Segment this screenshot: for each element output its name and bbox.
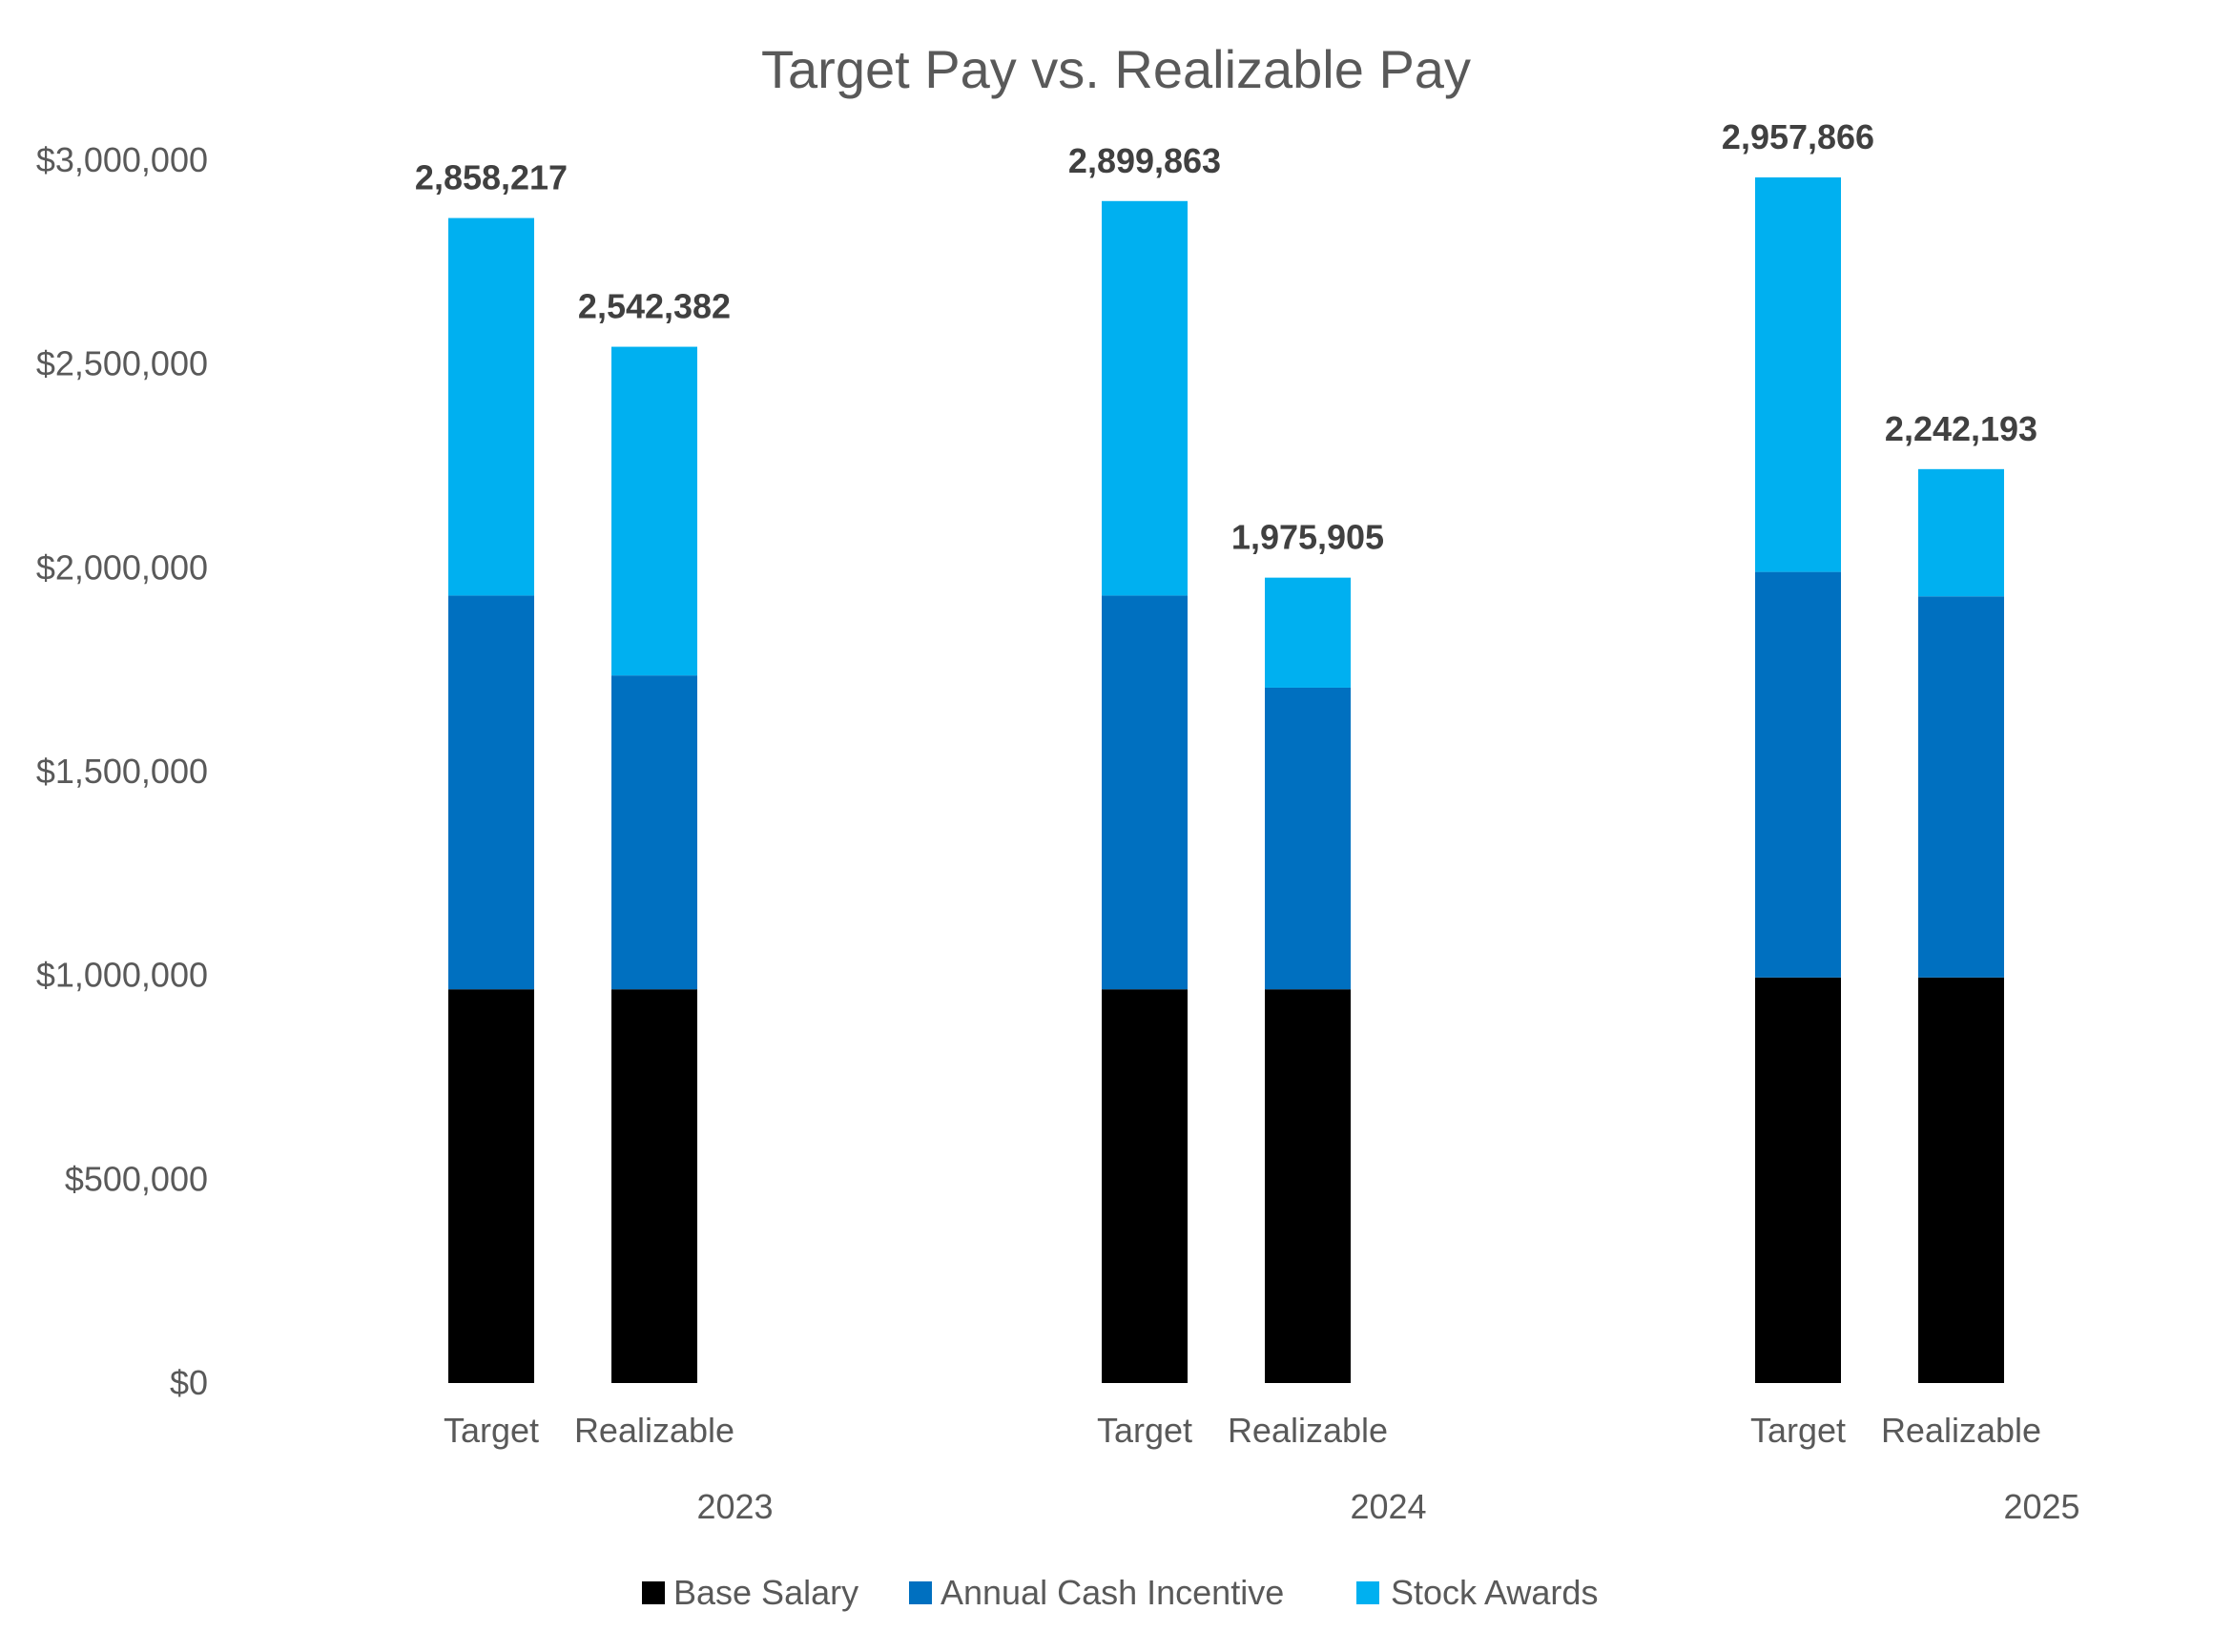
bar-segment-stock-awards	[1102, 200, 1188, 596]
total-data-label: 2,957,866	[1722, 117, 1874, 156]
x-tick-label: Target	[1750, 1411, 1846, 1450]
legend-swatch	[642, 1581, 665, 1604]
legend-swatch	[1356, 1581, 1379, 1604]
y-tick-label: $2,000,000	[36, 547, 208, 587]
legend-label: Stock Awards	[1391, 1573, 1598, 1612]
bars: 2,858,217 2,542,382 2,899,863 1,975,905 2,95…	[415, 117, 2037, 1383]
legend: Base Salary Annual Cash Incentive Stock Aw…	[642, 1573, 1598, 1612]
bar-segment-annual-cash-incentive	[1265, 687, 1351, 990]
x-axis: Target Realizable 2023 Target Realizable 2024…	[444, 1411, 2080, 1526]
y-tick-label: $1,000,000	[36, 956, 208, 995]
bar-segment-base-salary	[1265, 989, 1351, 1383]
y-tick-label: $2,500,000	[36, 344, 208, 383]
y-tick-label: $1,500,000	[36, 752, 208, 791]
bar-segment-annual-cash-incentive	[1102, 595, 1188, 990]
total-data-label: 2,899,863	[1068, 141, 1221, 180]
bar-segment-annual-cash-incentive	[448, 595, 534, 990]
bar-segment-annual-cash-incentive	[1918, 596, 2004, 978]
bar-segment-stock-awards	[448, 217, 534, 596]
legend-label: Base Salary	[673, 1573, 858, 1612]
bar-segment-base-salary	[611, 989, 697, 1383]
bar-segment-stock-awards	[1265, 577, 1351, 688]
x-tick-label: Realizable	[1228, 1411, 1388, 1450]
x-tick-label: Target	[444, 1411, 539, 1450]
bar-segment-stock-awards	[1755, 177, 1841, 572]
total-data-label: 2,858,217	[415, 158, 568, 197]
y-tick-label: $500,000	[65, 1159, 208, 1198]
x-tick-label: Realizable	[1881, 1411, 2041, 1450]
bar-segment-base-salary	[448, 989, 534, 1383]
group-label: 2024	[1350, 1487, 1426, 1526]
bar-segment-base-salary	[1918, 977, 2004, 1383]
bar-segment-base-salary	[1755, 977, 1841, 1383]
y-tick-label: $3,000,000	[36, 140, 208, 179]
y-axis: $0 $500,000 $1,000,000 $1,500,000 $2,000,000…	[36, 140, 208, 1402]
chart-title: Target Pay vs. Realizable Pay	[761, 39, 1471, 99]
total-data-label: 1,975,905	[1231, 518, 1384, 557]
y-tick-label: $0	[170, 1363, 208, 1402]
bar-segment-base-salary	[1102, 989, 1188, 1383]
bar-segment-stock-awards	[1918, 468, 2004, 597]
legend-swatch	[909, 1581, 932, 1604]
legend-label: Annual Cash Incentive	[941, 1573, 1284, 1612]
group-label: 2025	[2003, 1487, 2079, 1526]
x-tick-label: Realizable	[574, 1411, 734, 1450]
bar-segment-annual-cash-incentive	[611, 675, 697, 990]
x-tick-label: Target	[1097, 1411, 1192, 1450]
total-data-label: 2,542,382	[578, 287, 731, 326]
total-data-label: 2,242,193	[1885, 409, 2037, 448]
group-label: 2023	[696, 1487, 773, 1526]
bar-segment-annual-cash-incentive	[1755, 571, 1841, 978]
bar-segment-stock-awards	[611, 346, 697, 676]
